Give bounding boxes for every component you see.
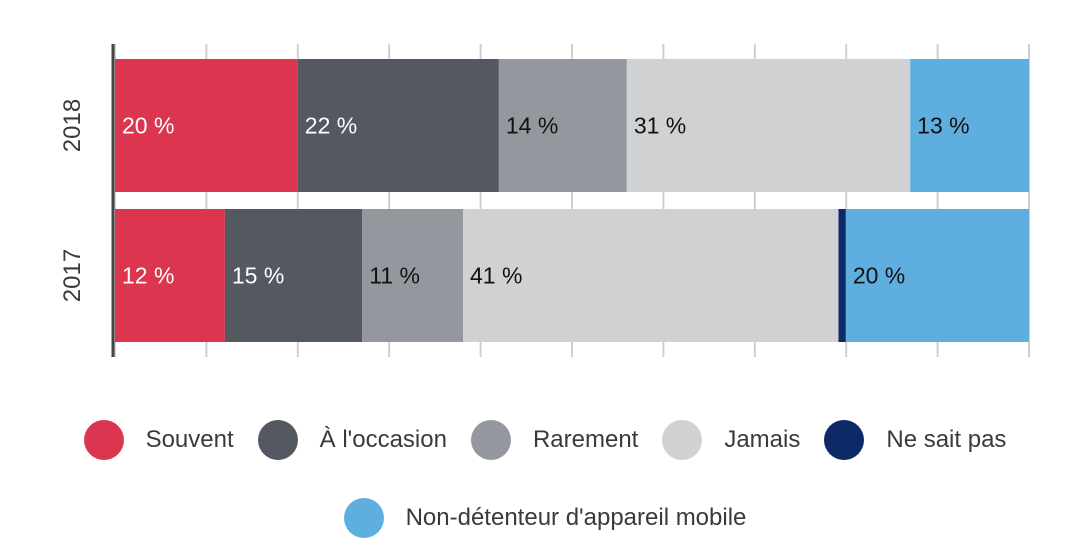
stacked-bar-chart: 20 % 22 % 14 % 31 % 13 %12 % 15 % 11 % 41 % 20 %…: [59, 44, 1030, 357]
data-label: 20 %: [122, 113, 174, 139]
legend-item: Jamais: [662, 420, 800, 460]
data-label: 12 %: [122, 263, 174, 289]
bar-segment: [498, 59, 627, 192]
legend-swatch: [83, 420, 124, 460]
legend-item: Rarement: [470, 420, 639, 460]
bar-segment: [362, 209, 464, 342]
bar-segment: [115, 209, 225, 342]
bar-segment: [115, 59, 298, 192]
data-label: 14 %: [506, 113, 558, 139]
bar-segment: [910, 59, 1029, 192]
data-label: 22 %: [305, 113, 357, 139]
legend-swatch: [257, 420, 298, 460]
segment-labels: 20 % 22 % 14 % 31 % 13 % 12 % 15 % 11 % 41 % 20 %: [122, 113, 970, 289]
legend-item: Ne sait pas: [824, 420, 1006, 460]
legend-label: Rarement: [532, 426, 639, 453]
category-label: 2018: [59, 99, 86, 152]
legend-label: À l'occasion: [319, 426, 447, 453]
legend-row-1: Souvent À l'occasion Rarement Jamais Ne sait…: [0, 418, 1090, 462]
data-label: 20 %: [853, 263, 905, 289]
data-label: 41 %: [470, 263, 522, 289]
data-label: 11 %: [369, 263, 420, 289]
bar-segment: [224, 209, 363, 342]
legend-item: À l'occasion: [257, 420, 447, 460]
bars: [115, 59, 1029, 342]
category-label: 2017: [59, 249, 86, 302]
legend-swatch: [343, 498, 384, 538]
data-label: 13 %: [917, 113, 969, 139]
data-label: 15 %: [232, 263, 284, 289]
legend-swatch: [824, 420, 865, 460]
legend-item: Non-détenteur d'appareil mobile: [343, 498, 747, 538]
category-labels: 2018 2017: [59, 99, 86, 302]
legend-row-2: Non-détenteur d'appareil mobile: [0, 496, 1090, 540]
legend-swatch: [470, 420, 511, 460]
data-label: 31 %: [634, 113, 686, 139]
bar-segment: [838, 209, 846, 342]
legend-label: Non-détenteur d'appareil mobile: [405, 504, 747, 531]
legend-label: Souvent: [145, 426, 234, 453]
legend-item: Souvent: [83, 420, 234, 460]
bar-segment: [297, 59, 499, 192]
bar-segment: [463, 209, 839, 342]
bar-segment: [845, 209, 1029, 342]
bar-segment: [626, 59, 911, 192]
legend-label: Ne sait pas: [886, 426, 1007, 453]
legend-label: Jamais: [724, 426, 801, 453]
legend-swatch: [662, 420, 703, 460]
